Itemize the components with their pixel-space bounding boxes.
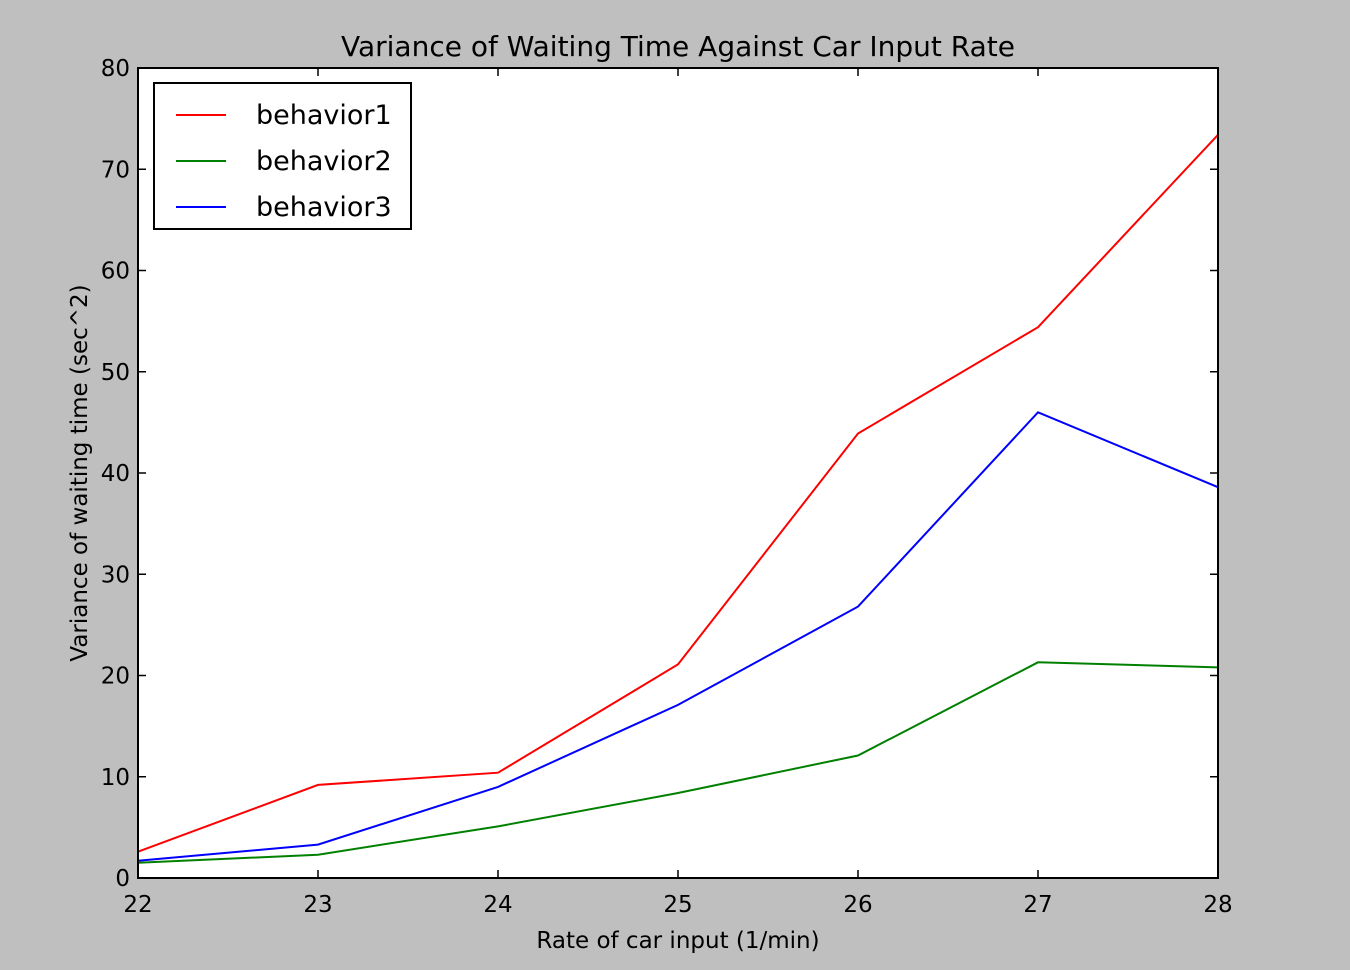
series-line-behavior2 <box>137 661 1219 864</box>
legend-label: behavior1 <box>256 100 392 131</box>
y-tick-label: 70 <box>101 157 130 183</box>
y-tick-label: 10 <box>101 765 130 791</box>
y-tick-label: 40 <box>101 461 130 487</box>
y-tick-label: 80 <box>101 56 130 82</box>
y-tick-label: 50 <box>101 360 130 386</box>
legend-box <box>153 82 412 230</box>
x-tick-label: 23 <box>303 892 332 918</box>
legend: behavior1 behavior2 behavior3 <box>153 82 412 230</box>
axis-ticks: 22 23 24 25 26 27 28 0 10 20 30 40 50 60 70 80 <box>101 56 1233 918</box>
plot-frame <box>137 67 1219 879</box>
series-lines <box>137 134 1219 864</box>
x-tick-label: 22 <box>123 892 152 918</box>
x-tick-label: 24 <box>483 892 512 918</box>
y-tick-label: 0 <box>115 866 130 892</box>
y-axis-label: Variance of waiting time (sec^2) <box>67 284 93 661</box>
chart-title: Variance of Waiting Time Against Car Inp… <box>341 30 1015 63</box>
x-tick-label: 28 <box>1203 892 1232 918</box>
series-line-behavior3 <box>137 411 1219 862</box>
y-tick-label: 20 <box>101 664 130 690</box>
legend-label: behavior2 <box>256 146 392 177</box>
y-tick-label: 30 <box>101 562 130 588</box>
x-tick-label: 26 <box>843 892 872 918</box>
series-line-behavior1 <box>137 134 1219 853</box>
legend-label: behavior3 <box>256 192 392 223</box>
y-tick-label: 60 <box>101 259 130 285</box>
x-tick-label: 27 <box>1023 892 1052 918</box>
x-axis-label: Rate of car input (1/min) <box>536 928 819 954</box>
x-tick-label: 25 <box>663 892 692 918</box>
